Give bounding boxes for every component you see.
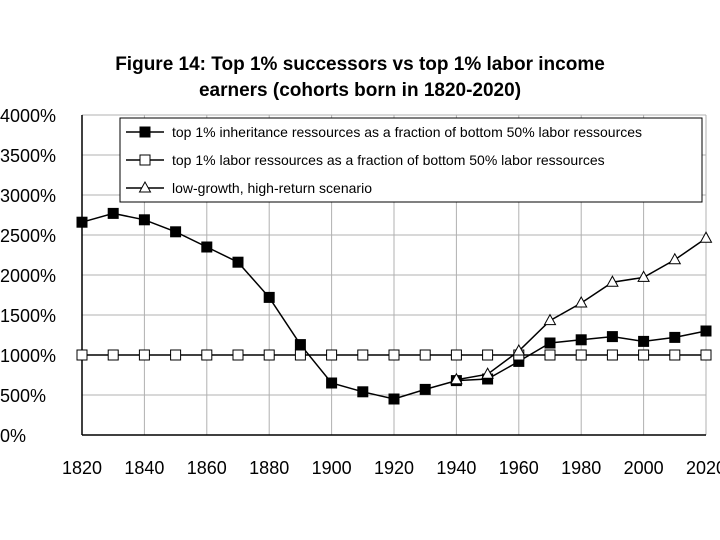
data-point xyxy=(512,343,526,356)
x-tick-label: 2000 xyxy=(624,458,664,478)
x-tick-label: 2020 xyxy=(686,458,720,478)
y-tick-label: 3000% xyxy=(0,186,56,206)
x-tick-label: 1880 xyxy=(249,458,289,478)
y-tick-labels: 0% 500% 1000% 1500% 2000% 2500% 3000% 3500% 4000… xyxy=(0,106,56,446)
data-point xyxy=(575,334,587,346)
data-point xyxy=(419,349,431,361)
x-tick-label: 1860 xyxy=(187,458,227,478)
data-point xyxy=(357,386,369,398)
x-tick-label: 1840 xyxy=(124,458,164,478)
series-2 xyxy=(76,349,712,361)
data-point xyxy=(544,349,556,361)
data-point xyxy=(294,349,306,361)
data-point xyxy=(669,349,681,361)
x-tick-label: 1980 xyxy=(561,458,601,478)
data-point xyxy=(201,349,213,361)
x-tick-label: 1820 xyxy=(62,458,102,478)
chart-title-line-1: Figure 14: Top 1% successors vs top 1% l… xyxy=(115,54,605,75)
data-point xyxy=(357,349,369,361)
data-point xyxy=(638,349,650,361)
data-point xyxy=(606,275,619,287)
data-point xyxy=(326,349,338,361)
y-tick-label: 2000% xyxy=(0,266,56,286)
data-point xyxy=(170,226,182,238)
data-point xyxy=(388,349,400,361)
legend-label: top 1% labor ressources as a fraction of… xyxy=(172,152,605,168)
data-point xyxy=(326,377,338,389)
data-point xyxy=(263,349,275,361)
y-tick-label: 2500% xyxy=(0,226,56,246)
data-point xyxy=(232,349,244,361)
legend-label: low-growth, high-return scenario xyxy=(172,180,372,196)
y-tick-label: 1000% xyxy=(0,346,56,366)
data-point xyxy=(450,372,463,385)
data-point xyxy=(668,252,682,265)
y-tick-label: 1500% xyxy=(0,306,56,326)
data-point xyxy=(107,349,119,361)
data-point xyxy=(637,270,650,282)
chart-title: Figure 14: Top 1% successors vs top 1% l… xyxy=(40,52,680,104)
data-point xyxy=(574,295,588,308)
legend-box xyxy=(119,117,703,203)
y-tick-label: 4000% xyxy=(0,106,56,126)
legend-swatch-marker xyxy=(139,126,151,138)
data-point xyxy=(294,339,306,351)
data-point xyxy=(669,331,681,343)
data-point xyxy=(638,335,650,347)
data-point xyxy=(543,313,557,326)
data-point xyxy=(232,256,244,268)
data-point xyxy=(107,207,119,219)
data-point xyxy=(76,349,88,361)
data-point xyxy=(481,367,494,379)
y-tick-label: 3500% xyxy=(0,146,56,166)
x-tick-label: 1960 xyxy=(499,458,539,478)
data-point xyxy=(263,291,275,303)
series xyxy=(76,207,713,405)
data-point xyxy=(482,349,494,361)
x-tick-label: 1900 xyxy=(312,458,352,478)
x-tick-label: 1920 xyxy=(374,458,414,478)
data-point xyxy=(201,241,213,253)
legend-label: top 1% inheritance ressources as a fract… xyxy=(172,124,642,140)
data-point xyxy=(76,216,88,228)
legend-swatch-marker xyxy=(138,180,152,193)
series-3 xyxy=(450,231,713,385)
legend-entry: low-growth, high-return scenario xyxy=(126,180,372,196)
legend-entry: top 1% labor ressources as a fraction of… xyxy=(126,152,605,168)
x-tick-label: 1940 xyxy=(436,458,476,478)
data-point xyxy=(699,231,713,243)
data-point xyxy=(170,349,182,361)
data-point xyxy=(544,337,556,349)
data-point xyxy=(700,325,712,337)
data-point xyxy=(450,349,462,361)
data-point xyxy=(138,214,150,226)
series-1 xyxy=(76,207,712,405)
x-tick-labels: 1820 1840 1860 1880 1900 1920 1940 1960 1980 2000… xyxy=(62,458,720,478)
data-point xyxy=(575,349,587,361)
data-point xyxy=(606,331,618,343)
data-point xyxy=(700,349,712,361)
data-point xyxy=(388,393,400,405)
axes xyxy=(81,115,706,436)
data-point xyxy=(606,349,618,361)
legend-swatch-marker xyxy=(139,154,151,166)
legend: top 1% inheritance ressources as a fract… xyxy=(119,117,703,203)
chart-title-line-2: earners (cohorts born in 1820-2020) xyxy=(198,80,522,101)
data-point xyxy=(419,383,431,395)
y-tick-label: 0% xyxy=(0,426,26,446)
y-tick-label: 500% xyxy=(0,386,46,406)
legend-entry: top 1% inheritance ressources as a fract… xyxy=(126,124,642,140)
data-point xyxy=(138,349,150,361)
